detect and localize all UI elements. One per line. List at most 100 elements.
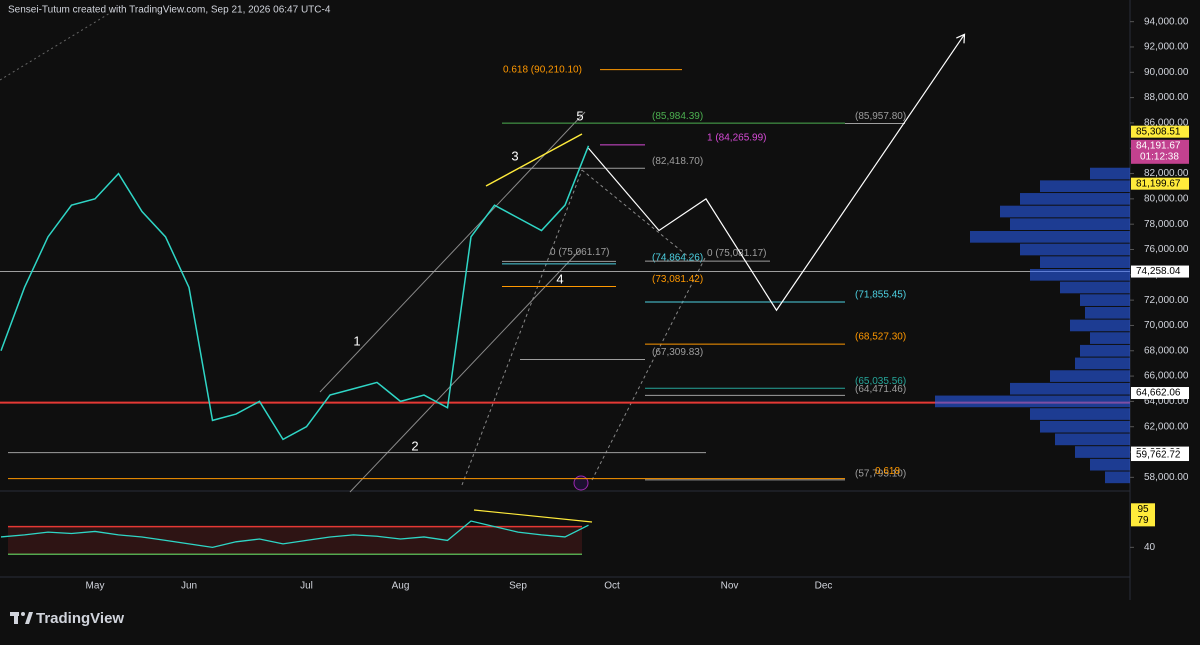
wave-label: 4: [556, 271, 563, 286]
price-tag: [1131, 139, 1189, 164]
y-tick-label: 64,000.00: [1144, 396, 1189, 407]
y-tick-label: 88,000.00: [1144, 92, 1189, 103]
osc-tag-label: 95: [1137, 504, 1149, 515]
price-tag: [1131, 177, 1189, 190]
price-line: [0, 145, 590, 441]
osc-trend-line: [473, 509, 593, 523]
y-tick-label: 80,000.00: [1144, 194, 1189, 205]
osc-tag: [1131, 503, 1155, 516]
logo-part: [14, 612, 18, 624]
volume-profile-bar: [1010, 382, 1130, 395]
x-tick-label: May: [86, 581, 105, 592]
level-label: 0 (75,061.17): [550, 247, 610, 258]
wave-label: 1: [353, 333, 360, 348]
x-tick-label: Jul: [300, 581, 313, 592]
x-tick-label: Oct: [604, 581, 620, 592]
volume-profile-bar: [1030, 408, 1130, 420]
osc-band: [8, 526, 582, 555]
price-tag-label: 81,199.67: [1136, 178, 1181, 189]
volume-profile-bar: [970, 231, 1130, 243]
x-tick-label: Aug: [392, 581, 410, 592]
y-tick-label: 78,000.00: [1144, 219, 1189, 230]
level-label: (85,957.80): [855, 111, 906, 122]
level-label: (64,471.46): [855, 384, 906, 395]
trend-line: [485, 133, 583, 187]
volume-profile-bar: [1055, 433, 1130, 446]
volume-profile-bar: [1030, 268, 1130, 281]
level-label: (73,081.42): [652, 274, 703, 285]
volume-profile-bar: [1090, 332, 1130, 344]
level-label: (74,864.26): [652, 253, 703, 264]
channel-line: [349, 249, 581, 493]
level-label: (68,527.30): [855, 332, 906, 343]
y-tick-label: 66,000.00: [1144, 371, 1189, 382]
price-tag-label: 84,191.67: [1136, 140, 1181, 151]
level-label: (57,795.10): [855, 469, 906, 480]
projection-line: [588, 33, 965, 312]
price-tag-label: 74,258.04: [1136, 266, 1181, 277]
level-label: (85,984.39): [652, 111, 703, 122]
volume-profile-bar: [1040, 420, 1130, 433]
volume-profile-bar: [1090, 458, 1130, 471]
logo-part: [25, 612, 33, 624]
y-tick-label: 82,000.00: [1144, 168, 1189, 179]
x-tick-label: Nov: [721, 581, 739, 592]
level-label: 0.618 (90,210.10): [503, 64, 582, 75]
brand-name: TradingView: [36, 610, 124, 627]
volume-profile-bar: [1090, 167, 1130, 180]
price-tag: [1131, 265, 1189, 278]
volume-profile-bar: [1050, 370, 1130, 382]
y-tick-label: 94,000.00: [1144, 16, 1189, 27]
wave-label: 5: [576, 108, 583, 123]
volume-profile-bar: [1040, 256, 1130, 268]
volume-profile-bar: [935, 395, 1130, 408]
y-tick-label: 86,000.00: [1144, 118, 1189, 129]
dotted-line: [581, 169, 691, 259]
y-tick-label: 90,000.00: [1144, 67, 1189, 78]
volume-profile-bar: [1105, 471, 1130, 484]
volume-profile-bar: [1085, 306, 1130, 319]
volume-profile-bar: [1040, 180, 1130, 193]
volume-profile-bar: [1075, 446, 1130, 458]
price-tag: [1131, 387, 1189, 400]
y-tick-label: 92,000.00: [1144, 42, 1189, 53]
y-tick-label: 70,000.00: [1144, 320, 1189, 331]
level-label: (71,855.45): [855, 290, 906, 301]
volume-profile-bar: [1060, 281, 1130, 294]
wave-label: 2: [411, 438, 418, 453]
brand-logo: [10, 612, 33, 624]
price-tag: [1131, 449, 1189, 462]
volume-profile-bar: [1080, 294, 1130, 306]
volume-profile-bar: [1080, 344, 1130, 357]
osc-tag: [1131, 514, 1155, 527]
y-tick-label: 72,000.00: [1144, 295, 1189, 306]
osc-tag-label: 79: [1137, 515, 1149, 526]
price-tag: [1131, 125, 1189, 138]
channel-line: [319, 111, 586, 393]
y-tick-label: 68,000.00: [1144, 345, 1189, 356]
osc-y-tick-label: 40: [1144, 542, 1156, 553]
volume-profile-bar: [1000, 205, 1130, 218]
level-label: (82,418.70): [652, 156, 703, 167]
level-label: 1 (84,265.99): [707, 133, 767, 144]
header-text: Sensei-Tutum created with TradingView.co…: [8, 5, 331, 16]
price-tag-label: 59,762.72: [1136, 450, 1181, 461]
level-label: 0 (75,081.17): [707, 248, 767, 259]
level-label: 0.618: [875, 466, 900, 477]
level-label: (65,035.56): [855, 376, 906, 387]
osc-line: [0, 520, 589, 548]
x-tick-label: Jun: [181, 581, 197, 592]
volume-profile-bar: [1020, 243, 1130, 256]
y-tick-label: 58,000.00: [1144, 472, 1189, 483]
x-tick-label: Dec: [815, 581, 833, 592]
volume-profile-bar: [1075, 357, 1130, 370]
volume-profile-bar: [1020, 193, 1130, 205]
volume-profile-bar: [1010, 218, 1130, 231]
x-tick-label: Sep: [509, 581, 527, 592]
volume-profile-bar: [1070, 319, 1130, 332]
event-icon[interactable]: [573, 475, 589, 491]
y-tick-label: 76,000.00: [1144, 244, 1189, 255]
level-label: (67,309.83): [652, 347, 703, 358]
